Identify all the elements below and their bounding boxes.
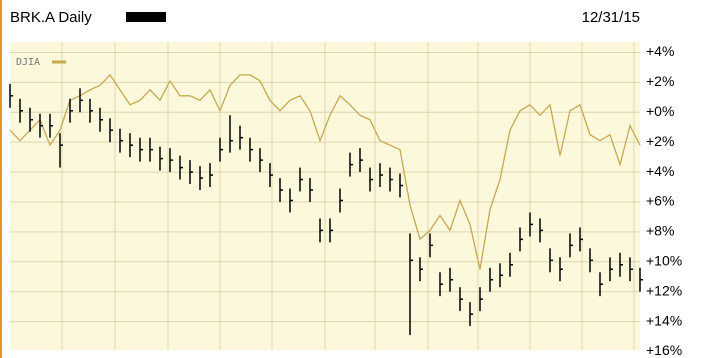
- y-tick-label: +2%: [646, 73, 674, 89]
- vertical-grid: [61, 42, 635, 350]
- y-tick-label: +0%: [646, 103, 674, 119]
- left-border: [0, 0, 2, 358]
- chart-title: BRK.A Daily: [10, 9, 92, 26]
- y-tick-label: +4%: [646, 43, 674, 59]
- y-tick-label: +6%: [646, 193, 674, 209]
- title-swatch: [126, 12, 166, 22]
- y-tick-label: +8%: [646, 223, 674, 239]
- djia-line: [9, 73, 641, 270]
- y-tick-label: +12%: [646, 282, 682, 298]
- legend-label: DJIA: [16, 57, 40, 68]
- date-label: 12/31/15: [582, 9, 640, 26]
- y-tick-label: +10%: [646, 252, 682, 268]
- y-tick-label: +16%: [646, 342, 682, 358]
- y-tick-label: +2%: [646, 133, 674, 149]
- y-tick-label: +4%: [646, 163, 674, 179]
- y-tick-label: +14%: [646, 312, 682, 328]
